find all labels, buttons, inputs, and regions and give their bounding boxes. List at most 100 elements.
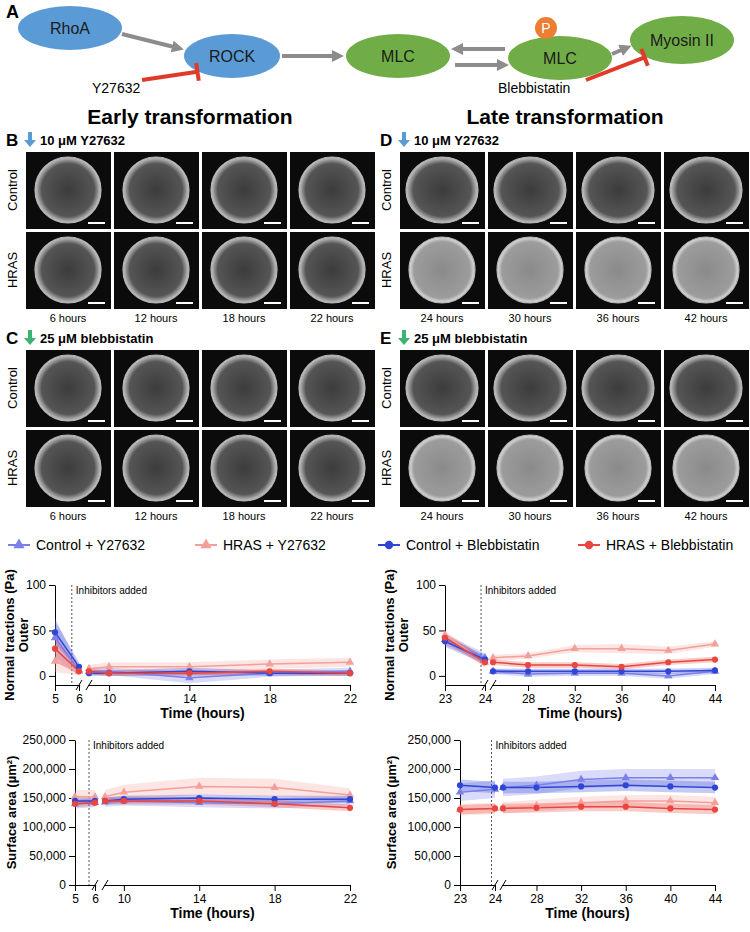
colony xyxy=(211,237,277,303)
colony xyxy=(673,237,739,303)
scale-bar xyxy=(726,302,743,304)
data-point xyxy=(665,659,671,665)
data-point xyxy=(106,670,112,676)
tick-label: 40 xyxy=(662,692,676,706)
micrograph xyxy=(202,430,287,507)
tick: 10 xyxy=(103,685,117,706)
colony xyxy=(211,355,277,421)
scale-bar xyxy=(352,420,369,422)
annotation-line xyxy=(89,740,90,885)
tick-label: 44 xyxy=(709,892,723,906)
y-axis-title: Normal tractions (Pa) xyxy=(382,569,397,700)
scale-bar xyxy=(352,500,369,502)
series-line xyxy=(55,632,350,673)
scale-bar xyxy=(462,420,479,422)
scale-bar xyxy=(176,222,193,224)
data-point xyxy=(578,783,584,789)
time-label: 12 hours xyxy=(135,510,178,522)
data-point xyxy=(711,667,719,674)
micrograph xyxy=(202,152,287,229)
colony xyxy=(582,157,654,223)
data-point xyxy=(457,807,463,813)
micrograph xyxy=(114,350,199,427)
micrograph xyxy=(664,430,749,507)
data-point xyxy=(500,805,506,811)
time-label: 42 hours xyxy=(685,510,728,522)
tick-label: 5 xyxy=(72,892,79,906)
tick-label: 24 xyxy=(489,892,503,906)
tick-label: 10 xyxy=(103,692,117,706)
y-axis: 050,000100,000150,000200,000250,000 xyxy=(23,733,76,892)
tick: 0 xyxy=(39,669,55,683)
chart: 05010023242832364044Normal tractions (Pa… xyxy=(382,569,722,721)
tick-mark xyxy=(439,585,445,586)
data-point xyxy=(346,657,354,664)
scale-bar xyxy=(462,500,479,502)
data-point xyxy=(51,657,59,664)
micrograph xyxy=(290,232,375,309)
data-point xyxy=(572,662,578,668)
series-line xyxy=(445,638,715,667)
data-point xyxy=(712,667,718,673)
treatment-label: 10 μM Y27632 xyxy=(414,133,499,148)
tick-label: 150,000 xyxy=(23,791,67,805)
data-point xyxy=(72,801,78,807)
node xyxy=(18,6,122,50)
tick: 14 xyxy=(183,685,197,706)
error-band xyxy=(55,618,350,683)
data-point xyxy=(618,664,624,670)
tick: 50,000 xyxy=(414,849,460,863)
y-axis-title: Surface area (µm²) xyxy=(4,756,19,870)
colony xyxy=(670,157,742,223)
tick-mark xyxy=(109,685,110,691)
node xyxy=(346,34,450,78)
data-point xyxy=(347,670,353,676)
tick: 44 xyxy=(709,685,723,706)
tick-label: 6 xyxy=(76,692,83,706)
tick-mark xyxy=(454,885,460,886)
scale-bar xyxy=(726,420,743,422)
data-point xyxy=(347,796,353,802)
series-line xyxy=(75,786,350,796)
row-label: HRAS xyxy=(379,252,394,288)
tick-mark xyxy=(75,885,76,891)
series-line xyxy=(75,801,350,808)
series-line xyxy=(460,801,715,810)
colony xyxy=(585,237,651,303)
tick: 28 xyxy=(530,885,544,906)
micrograph xyxy=(664,232,749,309)
x-axis: 5610141822 xyxy=(72,885,357,906)
tick: 40 xyxy=(664,885,678,906)
time-label: 36 hours xyxy=(597,510,640,522)
data-point xyxy=(578,804,584,810)
tick-label: 100,000 xyxy=(408,820,452,834)
error-band xyxy=(445,636,715,674)
tick: 100,000 xyxy=(23,820,75,834)
arrow xyxy=(455,63,503,67)
error-band xyxy=(460,795,715,815)
tick-mark xyxy=(69,769,75,770)
tick: 32 xyxy=(575,885,589,906)
axis-break-mark xyxy=(92,880,98,890)
colony xyxy=(299,355,365,421)
scale-bar xyxy=(550,222,567,224)
micrograph xyxy=(114,430,199,507)
micrograph xyxy=(26,152,111,229)
scale-bar xyxy=(88,302,105,304)
tick: 10 xyxy=(118,885,132,906)
x-axis: 23242832364044 xyxy=(454,885,723,906)
data-point xyxy=(492,784,498,790)
row-label: Control xyxy=(5,169,20,211)
image-panel: B10 μM Y27632ControlHRAS6 hours12 hours1… xyxy=(5,131,375,324)
tick-mark xyxy=(454,769,460,770)
micrograph xyxy=(400,430,485,507)
tick: 200,000 xyxy=(408,762,460,776)
tick: 150,000 xyxy=(23,791,75,805)
series-line xyxy=(460,785,715,787)
error-band xyxy=(460,802,715,814)
colony xyxy=(497,435,563,501)
tick-mark xyxy=(670,885,671,891)
tick-label: 28 xyxy=(530,892,544,906)
y-axis-subtitle: Outer xyxy=(396,618,411,653)
micrograph xyxy=(576,350,661,427)
